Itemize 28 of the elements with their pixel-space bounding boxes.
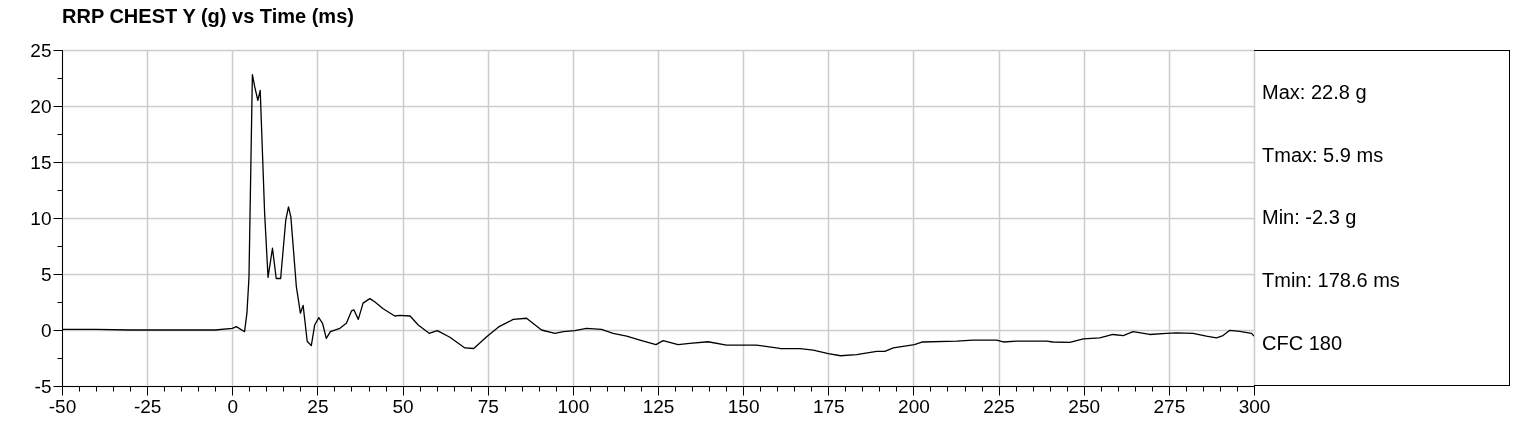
x-tick-label: 25 bbox=[307, 395, 329, 417]
y-tick-label: 20 bbox=[30, 95, 52, 117]
x-tick-label: 75 bbox=[477, 395, 499, 417]
x-tick-label: 150 bbox=[727, 395, 760, 417]
text: Tmin: 178.6 ms bbox=[1262, 269, 1401, 293]
x-tick-label: 275 bbox=[1153, 395, 1186, 417]
x-tick-label: 300 bbox=[1238, 395, 1271, 417]
y-tick-label: 25 bbox=[30, 39, 52, 61]
text: CFC 180 bbox=[1262, 332, 1344, 356]
x-tick-label: 175 bbox=[812, 395, 845, 417]
y-tick-label: 10 bbox=[30, 207, 52, 229]
x-tick-label: -50 bbox=[48, 395, 77, 417]
chart-title: RRP CHEST Y (g) vs Time (ms) bbox=[62, 5, 354, 27]
x-tick-label: 0 bbox=[227, 395, 239, 417]
x-tick-label: 250 bbox=[1068, 395, 1101, 417]
y-tick-label: -5 bbox=[34, 375, 52, 397]
x-tick-label: 225 bbox=[983, 395, 1015, 417]
text: Max: 22.8 g bbox=[1262, 80, 1368, 104]
x-tick-label: 125 bbox=[642, 395, 675, 417]
x-tick-label: 100 bbox=[557, 395, 590, 417]
x-tick-label: 50 bbox=[392, 395, 414, 417]
x-tick-label: -25 bbox=[133, 395, 162, 417]
y-tick-label: 0 bbox=[40, 319, 52, 341]
y-tick-label: 5 bbox=[40, 263, 52, 285]
y-tick-label: 15 bbox=[30, 151, 52, 173]
text: Tmax: 5.9 ms bbox=[1262, 143, 1385, 167]
text: Min: -2.3 g bbox=[1262, 206, 1358, 230]
x-tick-label: 200 bbox=[898, 395, 930, 417]
